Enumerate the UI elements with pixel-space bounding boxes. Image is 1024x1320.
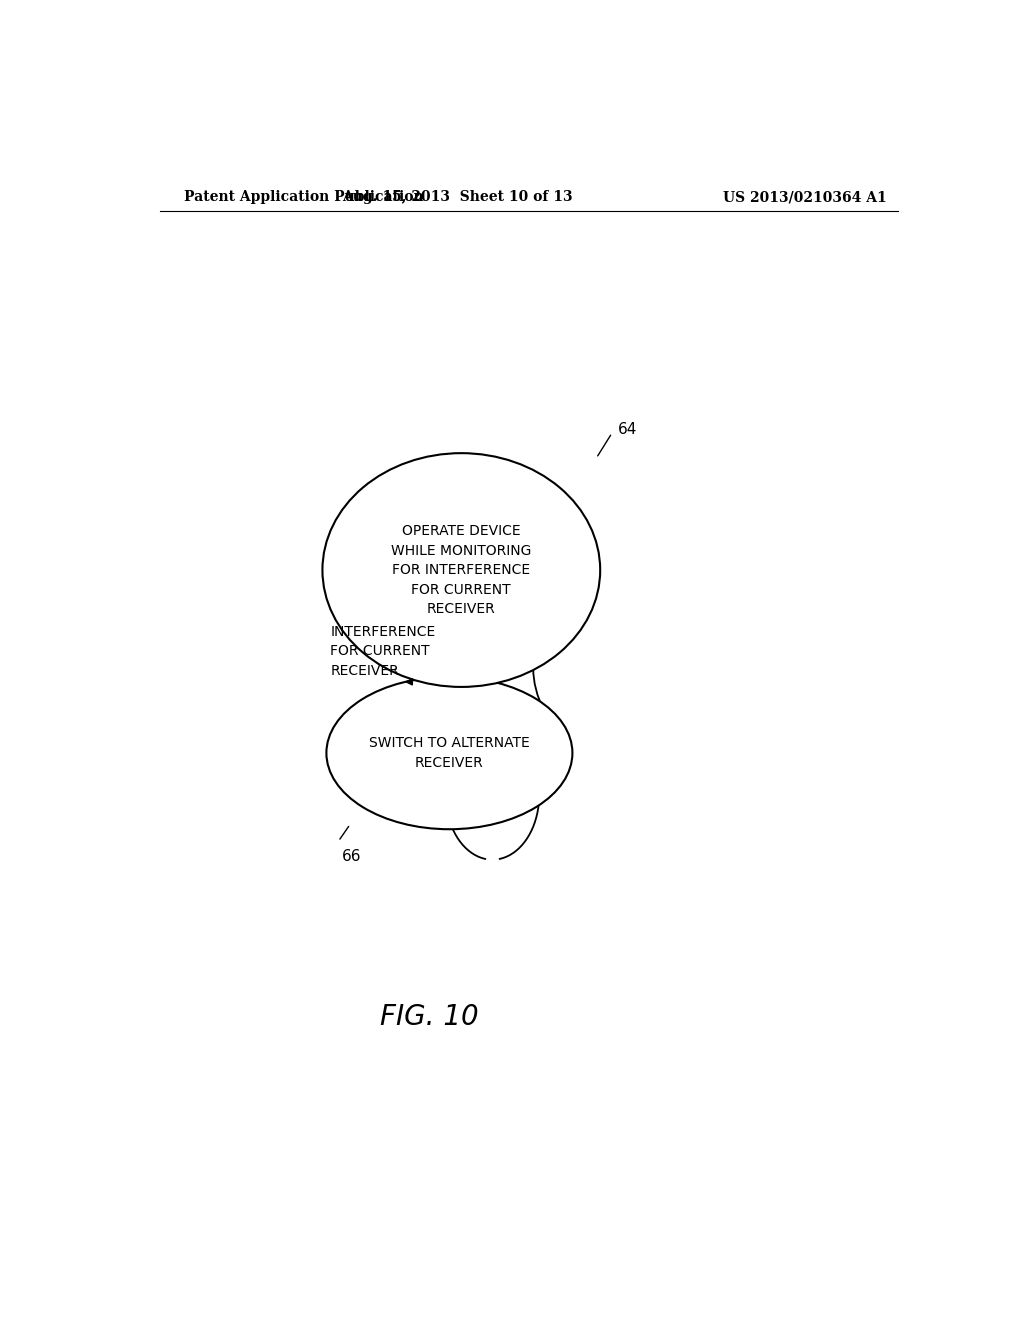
Text: 64: 64 [617, 422, 637, 437]
Text: 66: 66 [342, 849, 361, 865]
Text: FIG. 10: FIG. 10 [380, 1003, 479, 1031]
Text: SWITCH TO ALTERNATE
RECEIVER: SWITCH TO ALTERNATE RECEIVER [369, 737, 529, 770]
Text: INTERFERENCE
FOR CURRENT
RECEIVER: INTERFERENCE FOR CURRENT RECEIVER [331, 624, 435, 678]
Ellipse shape [323, 453, 600, 686]
Text: US 2013/0210364 A1: US 2013/0210364 A1 [723, 190, 887, 205]
FancyArrowPatch shape [534, 583, 589, 746]
Ellipse shape [327, 677, 572, 829]
Text: OPERATE DEVICE
WHILE MONITORING
FOR INTERFERENCE
FOR CURRENT
RECEIVER: OPERATE DEVICE WHILE MONITORING FOR INTE… [391, 524, 531, 616]
Text: Patent Application Publication: Patent Application Publication [183, 190, 423, 205]
FancyArrowPatch shape [407, 678, 412, 685]
Text: Aug. 15, 2013  Sheet 10 of 13: Aug. 15, 2013 Sheet 10 of 13 [342, 190, 572, 205]
